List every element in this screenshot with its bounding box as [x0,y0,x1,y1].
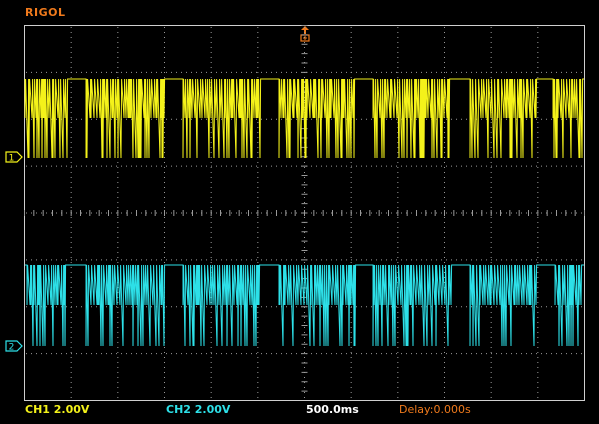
ch1-scale-readout: CH1 2.00V [25,403,90,416]
ch2-waveform [25,264,584,347]
brand-logo: RIGOL [25,6,66,19]
ch2-ground-marker[interactable]: 2 [5,340,23,352]
ch1-waveform [24,78,584,159]
ch1-ground-marker[interactable]: 1 [5,151,23,163]
ch2-marker-label: 2 [9,343,15,353]
ch1-marker-label: 1 [9,154,15,164]
ch2-scale-readout: CH2 2.00V [166,403,231,416]
delay-readout: Delay:0.000s [399,403,471,416]
graticule [24,25,585,398]
timebase-readout: 500.0ms [306,403,359,416]
